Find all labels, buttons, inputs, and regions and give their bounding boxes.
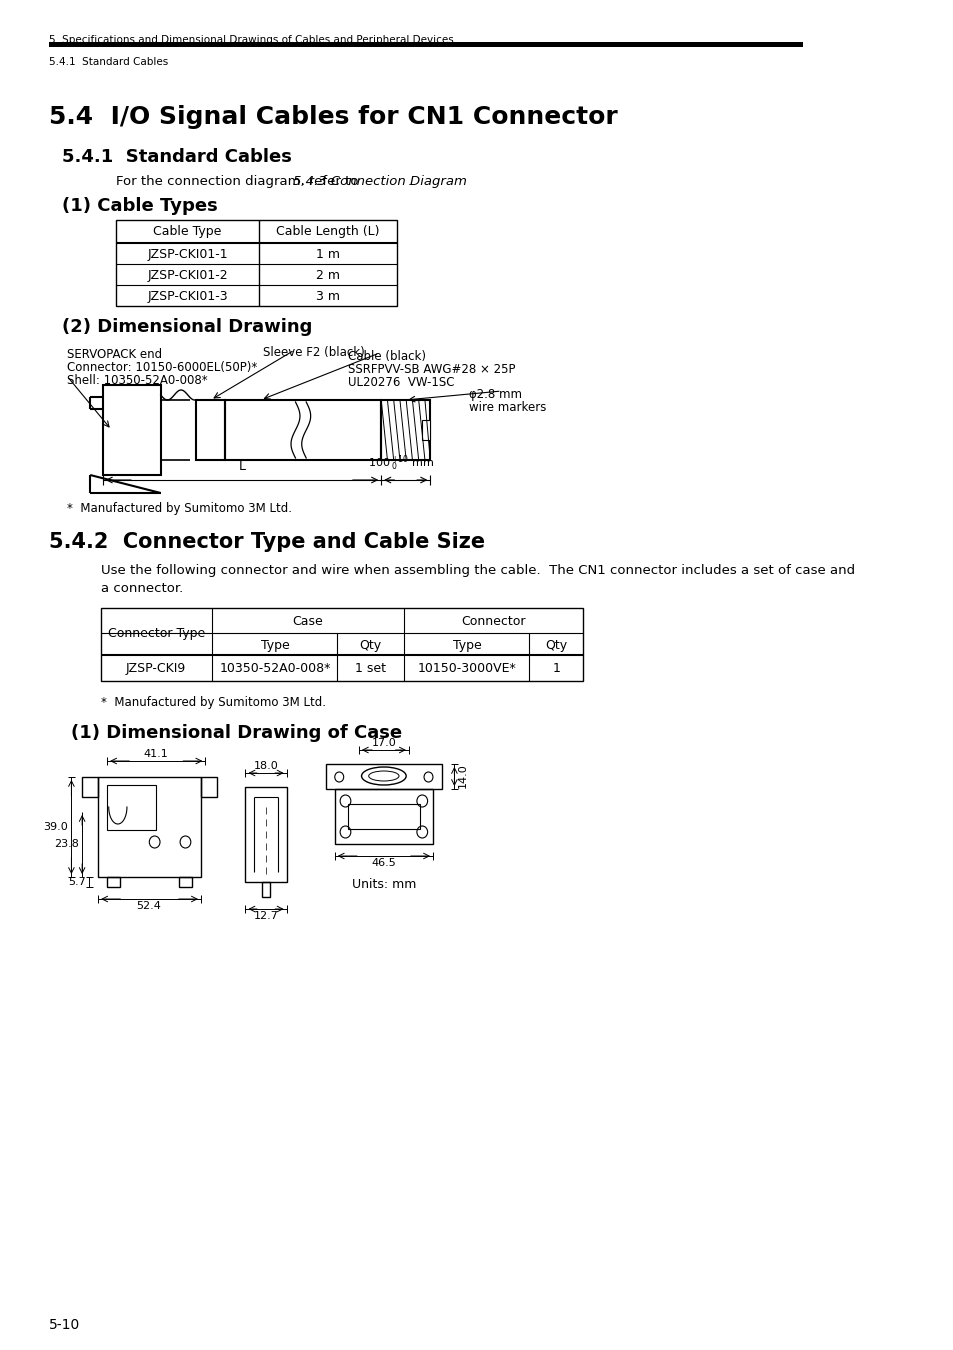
Bar xyxy=(261,882,271,896)
Text: L: L xyxy=(238,460,245,472)
Text: 18.0: 18.0 xyxy=(253,761,278,771)
Text: JZSP-CKI01-2: JZSP-CKI01-2 xyxy=(147,269,228,282)
Text: 5.7: 5.7 xyxy=(68,878,86,887)
Text: 23.8: 23.8 xyxy=(53,838,78,849)
Text: 5-10: 5-10 xyxy=(49,1318,80,1332)
Text: *  Manufactured by Sumitomo 3M Ltd.: * Manufactured by Sumitomo 3M Ltd. xyxy=(67,502,292,514)
Bar xyxy=(422,420,430,440)
Bar xyxy=(201,778,216,796)
Text: Shell: 10350-52A0-008*: Shell: 10350-52A0-008* xyxy=(67,374,208,387)
Text: 41.1: 41.1 xyxy=(144,749,169,759)
Text: Type: Type xyxy=(452,639,480,652)
Bar xyxy=(98,778,201,878)
Bar xyxy=(101,608,582,680)
Text: JZSP-CKI01-3: JZSP-CKI01-3 xyxy=(147,290,228,302)
Text: Cable Length (L): Cable Length (L) xyxy=(275,225,379,238)
Text: 10350-52A0-008*: 10350-52A0-008* xyxy=(219,662,331,675)
Text: 1 set: 1 set xyxy=(355,662,386,675)
Text: (2) Dimensional Drawing: (2) Dimensional Drawing xyxy=(63,319,313,336)
Text: 14.0: 14.0 xyxy=(457,764,468,788)
Bar xyxy=(179,878,192,887)
Text: JZSP-CKI01-1: JZSP-CKI01-1 xyxy=(147,248,228,261)
Bar xyxy=(381,400,430,460)
Text: 1: 1 xyxy=(552,662,559,675)
Text: JZSP-CKI9: JZSP-CKI9 xyxy=(126,662,186,675)
Bar xyxy=(348,805,419,829)
Text: Qty: Qty xyxy=(544,639,567,652)
Bar xyxy=(225,400,381,460)
Text: 1 m: 1 m xyxy=(315,248,339,261)
Bar xyxy=(326,764,441,788)
Text: Case: Case xyxy=(293,616,323,628)
Text: SERVOPACK end: SERVOPACK end xyxy=(67,348,162,360)
Text: For the connection diagram, refer to: For the connection diagram, refer to xyxy=(116,176,362,188)
Text: Connector: Connector xyxy=(461,616,525,628)
Text: 2 m: 2 m xyxy=(315,269,339,282)
Text: a connector.: a connector. xyxy=(101,582,183,595)
Text: Qty: Qty xyxy=(359,639,381,652)
Text: wire markers: wire markers xyxy=(468,401,545,414)
Text: 10150-3000VE*: 10150-3000VE* xyxy=(417,662,516,675)
Text: $100\,^{+10}_{0}$ mm: $100\,^{+10}_{0}$ mm xyxy=(367,454,434,472)
Bar xyxy=(107,878,119,887)
Text: φ2.8 mm: φ2.8 mm xyxy=(468,387,521,401)
Text: 5.4.3 Connection Diagram: 5.4.3 Connection Diagram xyxy=(293,176,466,188)
Text: Connector: 10150-6000EL(50P)*: Connector: 10150-6000EL(50P)* xyxy=(67,360,257,374)
Bar xyxy=(335,788,433,844)
Bar xyxy=(196,400,225,460)
Text: Cable Type: Cable Type xyxy=(153,225,221,238)
Text: Connector Type: Connector Type xyxy=(108,626,205,640)
Bar xyxy=(245,787,286,882)
Bar xyxy=(82,778,98,796)
Text: 3 m: 3 m xyxy=(315,290,339,302)
Bar xyxy=(103,385,160,475)
Text: 5.4  I/O Signal Cables for CN1 Connector: 5.4 I/O Signal Cables for CN1 Connector xyxy=(49,105,618,130)
Text: 5.4.2  Connector Type and Cable Size: 5.4.2 Connector Type and Cable Size xyxy=(49,532,485,552)
Text: 5  Specifications and Dimensional Drawings of Cables and Peripheral Devices: 5 Specifications and Dimensional Drawing… xyxy=(49,35,454,45)
Text: (1) Dimensional Drawing of Case: (1) Dimensional Drawing of Case xyxy=(71,724,402,742)
Text: 17.0: 17.0 xyxy=(371,738,395,748)
Text: 39.0: 39.0 xyxy=(43,822,68,832)
Text: *  Manufactured by Sumitomo 3M Ltd.: * Manufactured by Sumitomo 3M Ltd. xyxy=(101,697,326,709)
Text: Type: Type xyxy=(260,639,289,652)
Bar xyxy=(116,220,396,306)
Text: (1) Cable Types: (1) Cable Types xyxy=(63,197,218,215)
Text: 52.4: 52.4 xyxy=(136,900,161,911)
Bar xyxy=(107,784,156,830)
Text: Sleeve F2 (black): Sleeve F2 (black) xyxy=(263,346,365,359)
Text: 5.4.1  Standard Cables: 5.4.1 Standard Cables xyxy=(49,57,168,68)
Text: Use the following connector and wire when assembling the cable.  The CN1 connect: Use the following connector and wire whe… xyxy=(101,564,854,576)
Bar xyxy=(49,42,801,47)
Text: SSRFPVV-SB AWG#28 × 25P: SSRFPVV-SB AWG#28 × 25P xyxy=(348,363,516,377)
Text: .: . xyxy=(407,176,411,188)
Text: UL20276  VW-1SC: UL20276 VW-1SC xyxy=(348,377,455,389)
Text: 5.4.1  Standard Cables: 5.4.1 Standard Cables xyxy=(63,148,292,166)
Text: 12.7: 12.7 xyxy=(253,911,278,921)
Text: Units: mm: Units: mm xyxy=(352,878,416,891)
Text: 46.5: 46.5 xyxy=(371,859,395,868)
Text: Cable (black): Cable (black) xyxy=(348,350,426,363)
